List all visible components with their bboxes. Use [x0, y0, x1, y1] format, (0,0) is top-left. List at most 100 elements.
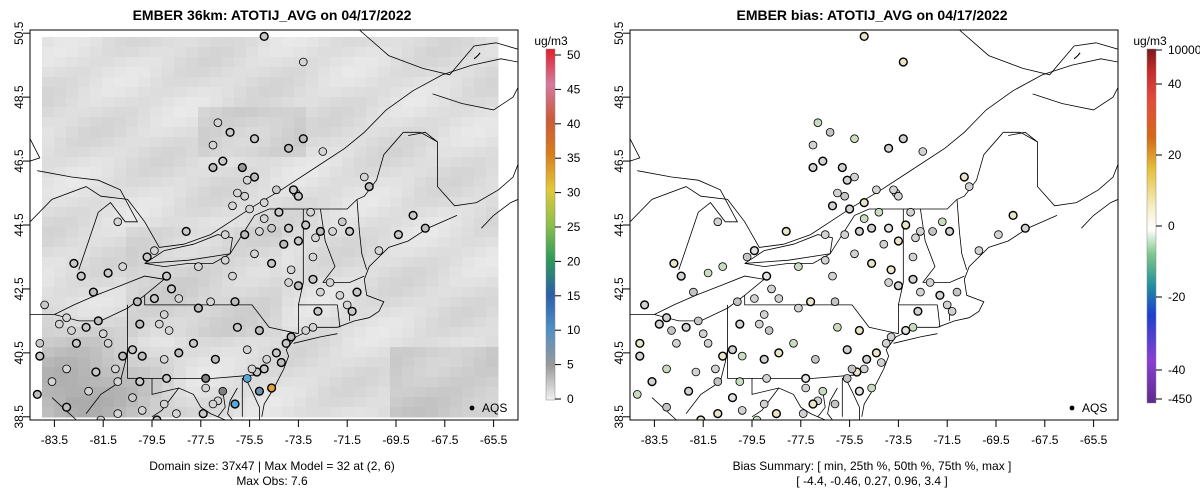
grid-cell	[78, 307, 91, 318]
station-marker	[220, 230, 230, 239]
grid-cell	[162, 137, 175, 148]
grid-cell	[198, 187, 211, 198]
grid-cell	[42, 387, 55, 398]
x-tick-label: -77.5	[187, 433, 215, 447]
grid-cell	[378, 337, 391, 348]
grid-cell	[174, 47, 187, 58]
grid-cell	[390, 87, 403, 98]
grid-cell	[486, 327, 499, 338]
grid-cell	[474, 147, 487, 158]
grid-cell	[366, 217, 379, 228]
grid-cell	[174, 227, 187, 238]
x-tick-label: -75.5	[836, 433, 864, 447]
grid-cell	[270, 307, 283, 318]
grid-cell	[402, 167, 415, 178]
grid-cell	[414, 37, 427, 48]
grid-cell	[138, 227, 151, 238]
grid-cell	[282, 237, 295, 248]
grid-cell	[450, 127, 463, 138]
grid-cell	[90, 257, 103, 268]
station-marker	[284, 278, 293, 287]
grid-cell	[426, 117, 439, 128]
grid-cell	[462, 227, 475, 238]
grid-cell	[150, 307, 163, 318]
station-marker	[62, 364, 71, 374]
grid-cell	[318, 57, 331, 68]
station-marker	[267, 258, 277, 269]
grid-cell	[66, 107, 79, 118]
station-marker	[262, 354, 272, 364]
grid-cell	[318, 337, 331, 348]
grid-cell	[90, 237, 103, 248]
grid-cell	[150, 37, 163, 48]
grid-cell	[438, 347, 451, 358]
grid-cell	[282, 217, 295, 228]
grid-cell	[66, 77, 79, 88]
grid-cell	[234, 287, 247, 298]
grid-cell	[270, 57, 283, 68]
grid-cell	[438, 217, 451, 228]
grid-cell	[258, 267, 271, 278]
grid-cell	[474, 57, 487, 68]
grid-cell	[330, 237, 343, 248]
boundary-line	[893, 333, 938, 344]
grid-cell	[66, 67, 79, 78]
grid-cell	[174, 377, 187, 388]
station-marker	[886, 265, 896, 275]
grid-cell	[66, 317, 79, 328]
grid-cell	[102, 347, 115, 358]
grid-cell	[258, 187, 271, 198]
grid-cell	[294, 347, 307, 358]
grid-cell	[54, 377, 67, 388]
grid-cell	[210, 67, 223, 78]
grid-cell	[90, 397, 103, 408]
grid-cell	[486, 177, 499, 188]
grid-cell	[186, 207, 199, 218]
state-boundaries	[630, 30, 1118, 420]
boundary-line	[320, 208, 336, 283]
grid-cell	[138, 97, 151, 108]
grid-cell	[282, 287, 295, 298]
grid-cell	[462, 137, 475, 148]
station-marker	[210, 354, 221, 364]
grid-cell	[462, 317, 475, 328]
grid-cell	[42, 297, 55, 308]
grid-cell	[330, 37, 343, 48]
grid-cell	[306, 347, 319, 358]
grid-cell	[162, 67, 175, 78]
grid-cell	[414, 277, 427, 288]
grid-cell	[42, 177, 55, 188]
grid-cell	[150, 77, 163, 88]
station-marker	[759, 399, 769, 409]
grid-cell	[450, 187, 463, 198]
grid-cell	[318, 107, 331, 118]
station-marker	[206, 297, 215, 307]
grid-cell	[186, 197, 199, 208]
grid-cell	[342, 107, 355, 118]
grid-cell	[294, 397, 307, 408]
grid-cell	[114, 87, 127, 98]
grid-cell	[186, 97, 199, 108]
grid-cell	[78, 367, 91, 378]
station-marker	[718, 262, 727, 271]
grid-cell	[126, 277, 139, 288]
grid-cell	[294, 297, 307, 308]
station-marker	[828, 271, 837, 281]
grid-cell	[402, 367, 415, 378]
grid-cell	[282, 257, 295, 268]
grid-cell	[210, 217, 223, 228]
grid-cell	[246, 57, 259, 68]
grid-cell	[114, 287, 127, 298]
grid-cell	[306, 387, 319, 398]
grid-cell	[102, 297, 115, 308]
grid-cell	[42, 97, 55, 108]
grid-cell	[150, 327, 163, 338]
grid-cell	[378, 97, 391, 108]
grid-cell	[90, 147, 103, 158]
station-marker	[281, 338, 291, 348]
grid-cell	[282, 207, 295, 218]
grid-cell	[366, 387, 379, 398]
grid-cell	[354, 327, 367, 338]
grid-cell	[42, 327, 55, 338]
grid-cell	[210, 327, 223, 338]
